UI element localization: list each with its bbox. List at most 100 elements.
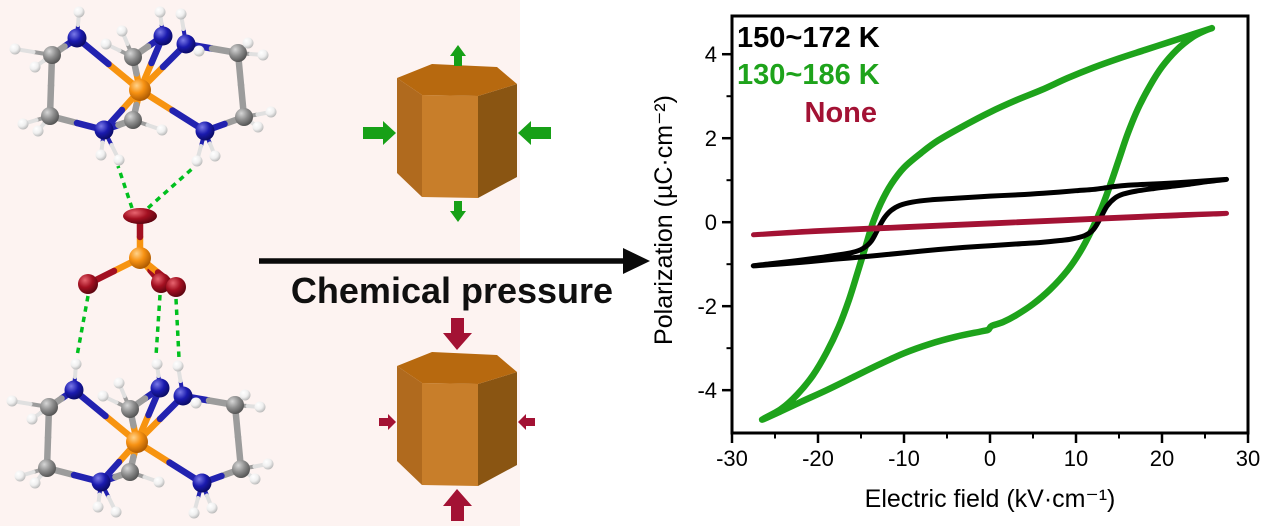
atom-O bbox=[151, 273, 171, 293]
atom-H bbox=[190, 397, 202, 409]
y-tick-label: 0 bbox=[705, 210, 717, 235]
atom-C bbox=[121, 463, 139, 481]
atom-N bbox=[94, 120, 114, 140]
atom-H bbox=[26, 413, 38, 425]
atom-H bbox=[188, 507, 200, 519]
atom-H bbox=[156, 124, 168, 136]
legend-entry-green: 130~186 K bbox=[737, 59, 880, 91]
atom-H bbox=[113, 377, 125, 389]
atom-H bbox=[92, 501, 104, 513]
x-tick-label: -10 bbox=[888, 446, 920, 471]
molecule-panel bbox=[6, 6, 277, 519]
y-tick-label: -2 bbox=[697, 294, 717, 319]
crystal-top bbox=[363, 45, 551, 222]
atom-H bbox=[172, 360, 184, 372]
atom-N bbox=[67, 28, 87, 48]
atom-H bbox=[239, 389, 251, 401]
atom-C bbox=[121, 400, 139, 418]
x-axis-title: Electric field (kV·cm⁻¹) bbox=[865, 485, 1116, 513]
atom-N bbox=[150, 378, 170, 398]
compress-arrow-left-icon bbox=[363, 121, 396, 145]
atom-H bbox=[70, 358, 82, 370]
crystal-bottom bbox=[379, 318, 535, 521]
atom-N bbox=[173, 386, 193, 406]
atom-H bbox=[209, 150, 221, 162]
atom-N bbox=[195, 121, 215, 141]
atom-C bbox=[226, 396, 244, 414]
crystal-top-left-face bbox=[397, 78, 422, 197]
atom-H bbox=[14, 470, 26, 482]
crystal-top-top-face bbox=[397, 64, 517, 96]
atom-H bbox=[116, 25, 128, 37]
crystal-bottom-right-face bbox=[478, 372, 517, 486]
press-arrow-left-icon bbox=[379, 414, 396, 430]
legend-entry-black: 150~172 K bbox=[737, 22, 880, 54]
atom-H bbox=[97, 390, 109, 402]
atom-H bbox=[151, 358, 163, 370]
atom-N bbox=[153, 26, 173, 46]
atom-O-disordered bbox=[123, 208, 157, 224]
atom-H bbox=[17, 118, 29, 130]
crystal-top-front-face bbox=[422, 95, 478, 198]
atom-H bbox=[73, 6, 85, 18]
atom-H bbox=[113, 154, 125, 166]
y-tick-label: -4 bbox=[697, 378, 717, 403]
atom-C bbox=[232, 460, 250, 478]
atom-H bbox=[6, 395, 18, 407]
atom-C bbox=[235, 108, 253, 126]
atom-N bbox=[64, 380, 84, 400]
expand-arrow-down-icon bbox=[450, 201, 466, 222]
atom-C bbox=[124, 111, 142, 129]
atom-H bbox=[175, 8, 187, 20]
crystal-top-right-face bbox=[478, 84, 517, 198]
press-arrow-down-icon bbox=[443, 318, 472, 350]
crystal-bottom-top-face bbox=[397, 352, 517, 384]
atom-H bbox=[242, 37, 254, 49]
pressure-arrow: Chemical pressure bbox=[259, 248, 650, 311]
atom-H bbox=[29, 477, 41, 489]
press-arrow-right-icon bbox=[518, 414, 535, 430]
atom-H bbox=[254, 401, 266, 413]
y-tick-label: 2 bbox=[705, 126, 717, 151]
x-tick-label: 20 bbox=[1150, 446, 1174, 471]
atom-P bbox=[126, 431, 148, 453]
atom-H bbox=[110, 506, 122, 518]
atom-C bbox=[38, 459, 56, 477]
legend-entry-none: None bbox=[805, 97, 878, 129]
atom-H bbox=[265, 106, 277, 118]
atom-H bbox=[193, 45, 205, 57]
atom-H bbox=[95, 149, 107, 161]
expand-arrow-up-icon bbox=[450, 45, 466, 66]
series-none bbox=[751, 210, 1229, 238]
y-tick-label: 4 bbox=[705, 42, 717, 67]
atom-H bbox=[153, 476, 165, 488]
atom-N bbox=[176, 34, 196, 54]
atom-H bbox=[191, 155, 203, 167]
atom-H bbox=[262, 458, 274, 470]
atom-P bbox=[129, 79, 151, 101]
atom-H bbox=[154, 6, 166, 18]
y-axis-title: Polarization (µC·cm⁻²) bbox=[650, 95, 678, 345]
atom-P bbox=[129, 247, 151, 269]
crystal-bottom-front-face bbox=[422, 383, 478, 486]
atom-C bbox=[229, 44, 247, 62]
atom-H bbox=[100, 38, 112, 50]
crystal-bottom-left-face bbox=[397, 366, 422, 485]
atom-O bbox=[166, 277, 186, 297]
series-150-172-k bbox=[750, 176, 1229, 269]
x-tick-label: -20 bbox=[802, 446, 834, 471]
atom-C bbox=[124, 48, 142, 66]
pressure-arrow-label: Chemical pressure bbox=[291, 270, 613, 311]
atom-O bbox=[78, 274, 98, 294]
atom-N bbox=[192, 473, 212, 493]
atom-H bbox=[249, 473, 261, 485]
compress-arrow-right-icon bbox=[518, 121, 551, 145]
series-130-186-k bbox=[758, 24, 1216, 423]
atom-H bbox=[257, 49, 269, 61]
atom-H bbox=[9, 43, 21, 55]
x-tick-label: 10 bbox=[1064, 446, 1088, 471]
atom-H bbox=[206, 502, 218, 514]
